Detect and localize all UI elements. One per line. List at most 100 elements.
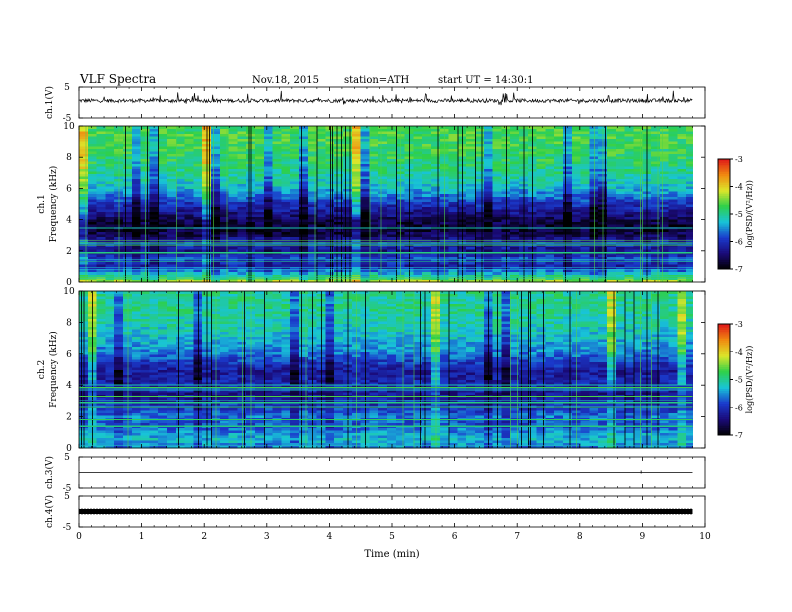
spectrogram-cell <box>105 254 115 258</box>
spectrogram-cell <box>536 188 546 192</box>
spectrogram-cell <box>351 168 361 172</box>
spectrogram-cell <box>255 138 265 142</box>
spectrogram-cell <box>580 216 590 220</box>
spectrogram-cell <box>686 221 693 225</box>
spectrogram-cell <box>105 274 115 278</box>
spectrogram-cell <box>483 173 493 177</box>
spectrogram-cell <box>475 276 485 280</box>
spectrogram-cell <box>651 193 661 197</box>
colorbar-segment <box>718 230 730 233</box>
spectrogram-cell <box>580 271 590 275</box>
spectrogram-cell <box>255 133 265 137</box>
spectrogram-cell <box>131 141 141 144</box>
spectrogram-cell <box>96 259 106 263</box>
spectrogram-cell <box>123 249 133 253</box>
spectrogram-cell <box>607 231 617 235</box>
spectrogram-cell <box>677 437 687 441</box>
spectrogram-cell <box>96 148 106 152</box>
spectrogram-cell <box>87 211 97 215</box>
spectrogram-cell <box>334 171 344 175</box>
spectrogram-cell <box>351 181 361 185</box>
spectrogram-cell <box>607 138 617 142</box>
spectrogram-cell <box>563 244 573 248</box>
spectrogram-cell <box>387 128 397 132</box>
spectrogram-cell <box>158 234 168 238</box>
spectrogram-cell <box>615 183 625 187</box>
spectrogram-cell <box>351 196 361 200</box>
spectrogram-cell <box>105 183 115 187</box>
spectrogram-cell <box>686 442 693 446</box>
spectrogram-cell <box>545 201 555 205</box>
spectrogram-cell <box>175 214 185 217</box>
spectrogram-cell <box>510 146 520 149</box>
spectrogram-cell <box>668 236 678 240</box>
spectrogram-cell <box>422 138 432 142</box>
spectrogram-cell <box>123 128 133 132</box>
spectrogram-cell <box>571 136 581 139</box>
spectrogram-cell <box>369 254 379 258</box>
spectrogram-cell <box>607 156 617 160</box>
spectrogram-cell <box>677 146 687 149</box>
spectrogram-cell <box>87 181 97 185</box>
spectrogram-cell <box>87 216 97 220</box>
spectrogram-cell <box>343 261 353 265</box>
spectrogram-cell <box>290 183 300 187</box>
spectrogram-cell <box>105 166 115 170</box>
spectrogram-cell <box>413 221 423 225</box>
spectrogram-cell <box>158 261 168 265</box>
spectrogram-cell <box>607 158 617 162</box>
spectrogram-cell <box>290 236 300 240</box>
spectrogram-cell <box>263 219 273 222</box>
spectrogram-cell <box>175 181 185 185</box>
spectrogram-cell <box>290 176 300 180</box>
spectrogram-cell <box>79 231 89 235</box>
spectrogram-cell <box>123 171 133 175</box>
spectrogram-cell <box>167 156 177 160</box>
spectrogram-cell <box>475 249 485 253</box>
spectrogram-cell <box>114 435 124 439</box>
spectrogram-cell <box>193 234 203 238</box>
spectrogram-cell <box>422 181 432 185</box>
spectrogram-cell <box>677 231 687 235</box>
spectrogram-cell <box>563 153 573 157</box>
spectrogram-cell <box>219 173 229 177</box>
spectrogram-cell <box>607 133 617 137</box>
spectrogram-cell <box>431 216 441 220</box>
spectrogram-cell <box>343 279 353 283</box>
spectrogram-cell <box>422 445 432 449</box>
spectrogram-cell <box>624 201 634 205</box>
spectrogram-cell <box>149 254 159 258</box>
spectrogram-cell <box>334 133 344 137</box>
spectrogram-cell <box>369 214 379 217</box>
spectrogram-cell <box>131 198 141 202</box>
spectrogram-cell <box>307 196 317 200</box>
spectrogram-cell <box>272 146 282 149</box>
spectrogram-cell <box>624 151 634 154</box>
spectrogram-cell <box>633 206 643 210</box>
spectrogram-cell <box>668 244 678 248</box>
spectrogram-cell <box>431 141 441 144</box>
spectrogram-cell <box>316 216 326 220</box>
spectrogram-cell <box>659 141 669 144</box>
spectrogram-cell <box>167 211 177 215</box>
spectrogram-cell <box>624 261 634 265</box>
spectrogram-cell <box>668 259 678 263</box>
y-tick-label: 6 <box>66 184 72 194</box>
spectrogram-cell <box>624 234 634 238</box>
spectrogram-cell <box>607 166 617 170</box>
spectrogram-cell <box>316 128 326 132</box>
spectrogram-cell <box>659 249 669 253</box>
spectrogram-cell <box>686 437 693 441</box>
spectrogram-cell <box>334 161 344 165</box>
spectrogram-cell <box>343 204 353 207</box>
spectrogram-cell <box>536 264 546 268</box>
spectrogram-cell <box>255 136 265 139</box>
spectrogram-cell <box>378 141 388 144</box>
spectrogram-cell <box>686 206 693 210</box>
spectrogram-cell <box>343 224 353 227</box>
spectrogram-cell <box>316 246 326 250</box>
spectrogram-cell <box>167 206 177 210</box>
spectrogram-cell <box>79 181 89 185</box>
spectrogram-cell <box>228 244 238 248</box>
